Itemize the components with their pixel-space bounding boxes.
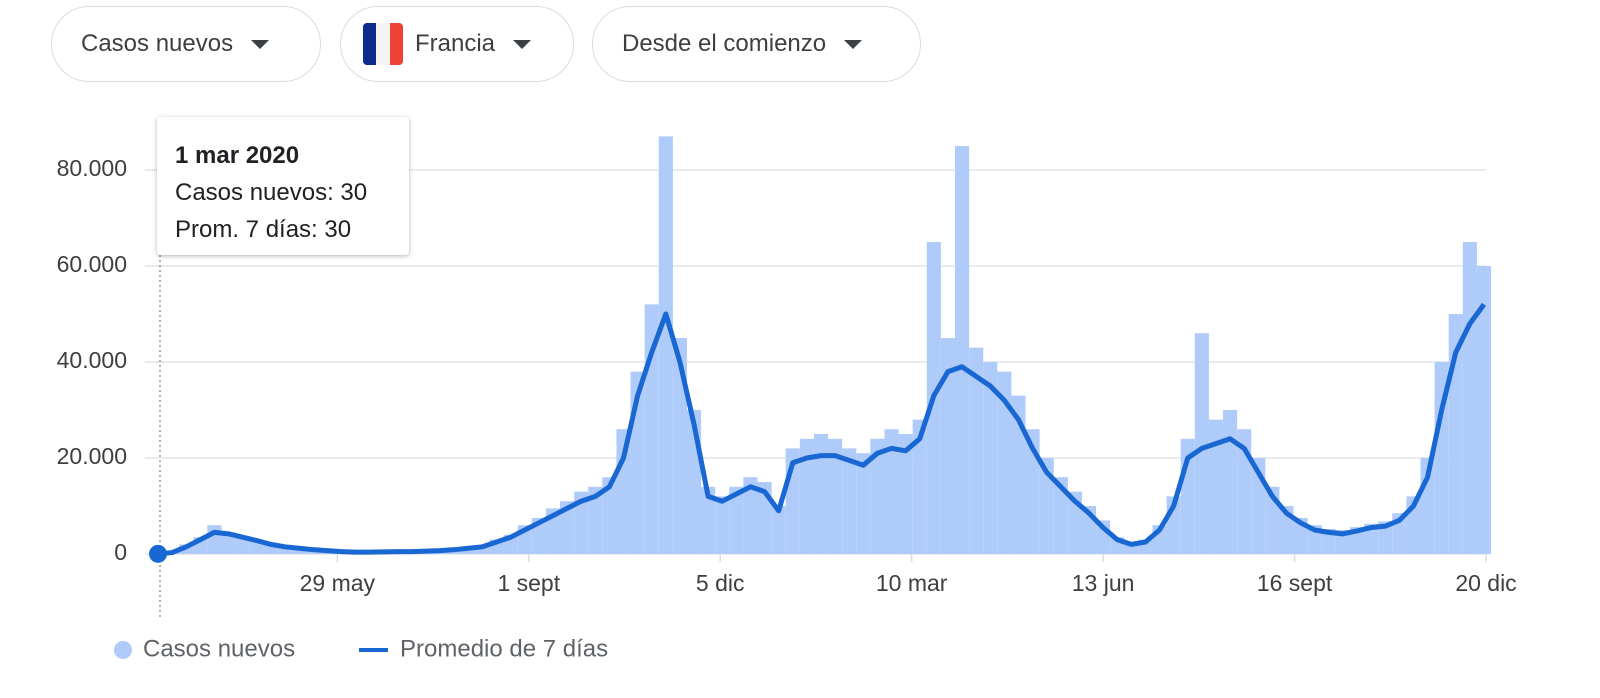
range-dropdown[interactable]: Desde el comienzo bbox=[592, 6, 921, 82]
line bbox=[157, 302, 1486, 557]
bar bbox=[1434, 362, 1449, 554]
bar bbox=[1378, 521, 1393, 554]
y-tick-label: 40.000 bbox=[57, 347, 127, 373]
bar bbox=[1025, 429, 1040, 554]
legend-label: Casos nuevos bbox=[143, 635, 295, 662]
y-tick-label: 20.000 bbox=[57, 443, 127, 469]
bar bbox=[1462, 242, 1477, 554]
bar bbox=[1321, 529, 1336, 554]
bar bbox=[602, 477, 617, 554]
bar bbox=[715, 496, 730, 554]
country-dropdown[interactable]: Francia bbox=[340, 6, 574, 82]
bar bbox=[842, 448, 857, 554]
tooltip-title: 1 mar 2020 bbox=[175, 142, 300, 169]
hover-point bbox=[149, 544, 167, 563]
bar bbox=[672, 338, 687, 554]
x-tick-label: 10 mar bbox=[876, 570, 948, 596]
bar bbox=[969, 347, 984, 554]
bar bbox=[743, 477, 758, 554]
x-tick-label: 20 dic bbox=[1455, 570, 1516, 596]
bar bbox=[771, 506, 786, 554]
bar bbox=[1194, 333, 1209, 554]
x-tick-label: 16 sept bbox=[1257, 570, 1333, 596]
tooltip-line: Prom. 7 días: 30 bbox=[175, 216, 352, 243]
bar bbox=[277, 546, 293, 554]
legend-label: Promedio de 7 días bbox=[400, 635, 608, 662]
bar bbox=[588, 486, 603, 554]
y-tick-label: 60.000 bbox=[57, 251, 127, 277]
bar bbox=[983, 362, 998, 554]
bar bbox=[884, 429, 899, 554]
metric-label: Casos nuevos bbox=[81, 30, 234, 57]
bar bbox=[870, 438, 885, 554]
bar bbox=[856, 453, 871, 554]
bar bbox=[701, 486, 716, 554]
bar bbox=[729, 486, 744, 554]
tooltip-line: Casos nuevos: 30 bbox=[175, 179, 368, 206]
bar bbox=[574, 491, 589, 554]
y-tick-label: 80.000 bbox=[57, 155, 127, 181]
bar bbox=[940, 338, 956, 554]
bar bbox=[1364, 523, 1379, 554]
bar bbox=[207, 525, 222, 554]
flag bbox=[363, 23, 403, 65]
bar bbox=[658, 136, 673, 554]
country-label: Francia bbox=[415, 30, 496, 57]
bar bbox=[221, 532, 236, 554]
bar bbox=[828, 438, 843, 554]
bar bbox=[1335, 530, 1350, 554]
bar bbox=[1124, 542, 1139, 554]
bar bbox=[898, 434, 913, 554]
y-tick-label: 0 bbox=[114, 539, 127, 565]
bar bbox=[1208, 419, 1224, 554]
bar bbox=[799, 438, 814, 554]
bar bbox=[955, 146, 970, 554]
bar bbox=[1011, 395, 1026, 554]
x-tick-label: 5 dic bbox=[696, 570, 745, 596]
bar bbox=[997, 371, 1012, 554]
bar bbox=[1223, 410, 1238, 554]
legend-swatch bbox=[114, 641, 132, 659]
bar bbox=[912, 419, 927, 554]
bar bbox=[475, 545, 490, 554]
bar bbox=[292, 547, 307, 554]
range-label: Desde el comienzo bbox=[622, 30, 827, 57]
bar bbox=[1237, 429, 1252, 554]
bar bbox=[813, 434, 829, 554]
bar bbox=[263, 543, 278, 554]
bar bbox=[1053, 477, 1068, 554]
x-tick-label: 13 jun bbox=[1072, 570, 1135, 596]
metric-dropdown[interactable]: Casos nuevos bbox=[51, 6, 321, 82]
x-tick-label: 29 may bbox=[300, 570, 376, 596]
tooltip: 1 mar 2020 Casos nuevos: 30 Prom. 7 días… bbox=[157, 117, 409, 255]
bar bbox=[560, 501, 575, 554]
bar bbox=[1476, 266, 1492, 554]
x-tick-label: 1 sept bbox=[497, 570, 560, 596]
bar bbox=[1039, 458, 1054, 554]
